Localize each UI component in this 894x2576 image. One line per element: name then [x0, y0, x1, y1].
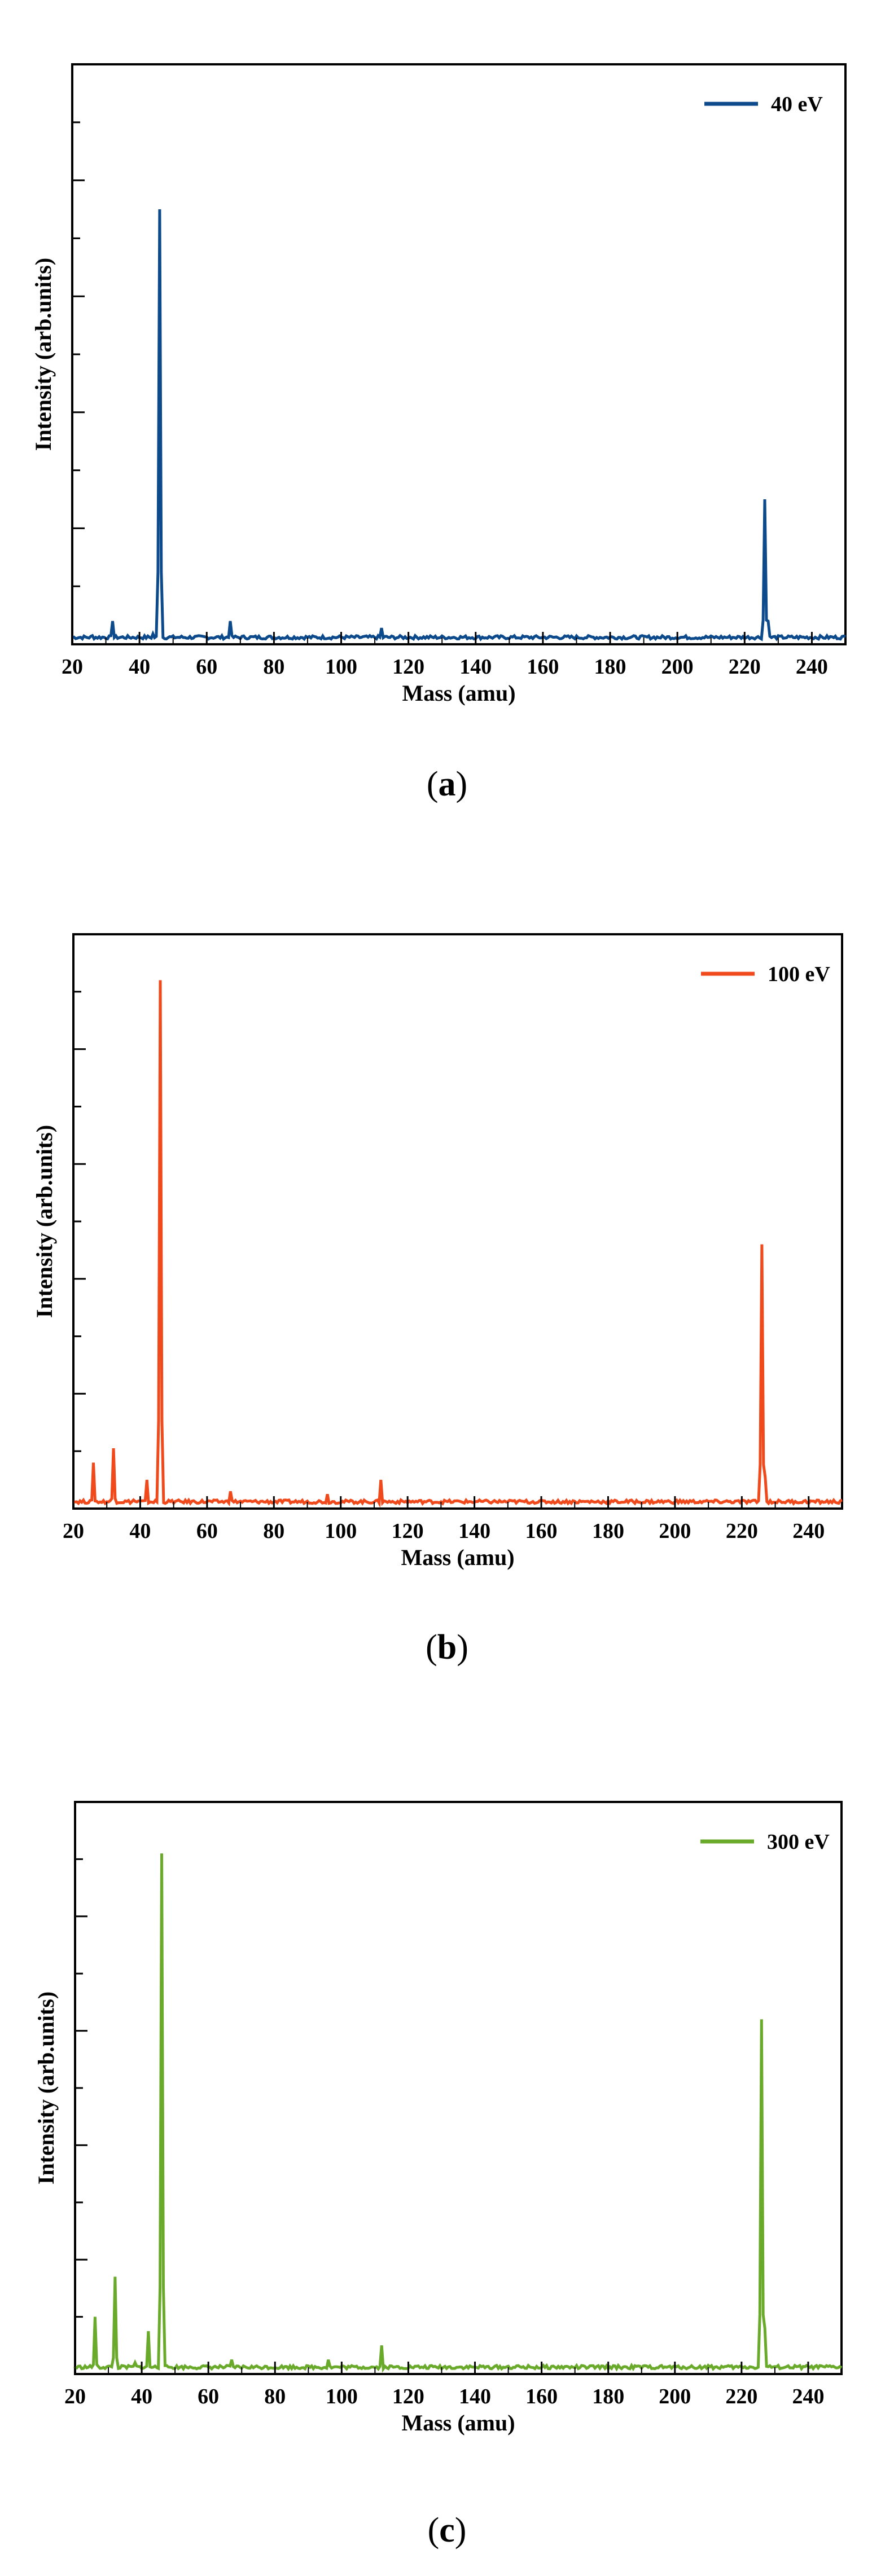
spectrum-chart-c: 20 40 60 80 100 120 140 160 180 200 220 240 Mass (am…	[33, 1801, 843, 2436]
chart-b-xtick-label-160: 160	[525, 1519, 558, 1543]
chart-b-xtick-label-180: 180	[592, 1519, 624, 1543]
chart-a-xtick-label-240: 240	[796, 655, 828, 679]
chart-a-xtick-label-20: 20	[62, 655, 83, 679]
chart-b-xtick-label-140: 140	[458, 1519, 490, 1543]
chart-b-xtick-label-120: 120	[392, 1519, 424, 1543]
chart-c-xtick-label-140: 140	[459, 2385, 491, 2408]
chart-a-xtick-label-220: 220	[729, 655, 761, 679]
chart-b-xtick-label-20: 20	[63, 1519, 84, 1543]
chart-b-legend-label: 100 eV	[768, 962, 830, 986]
chart-a-xtick-label-140: 140	[459, 655, 492, 679]
chart-c-xtick-label-160: 160	[525, 2385, 558, 2408]
chart-a-legend-label: 40 eV	[771, 93, 823, 116]
chart-b-series-line	[73, 980, 843, 1508]
chart-b-y-axis-label: Intensity (arb.units)	[32, 1125, 57, 1318]
chart-b-xtick-label-200: 200	[659, 1519, 691, 1543]
caption-letter-b: b	[437, 1628, 457, 1667]
chart-b-xtick-label-60: 60	[196, 1519, 218, 1543]
chart-c-plot-frame	[74, 1801, 843, 2375]
caption-letter-c: c	[439, 2511, 455, 2549]
chart-c-y-axis-label: Intensity (arb.units)	[33, 1992, 59, 2184]
chart-b-xtick-label-240: 240	[792, 1519, 825, 1543]
panel-a: 20 40 60 80 100 120 140 160 180 200 220 240 Mass (am…	[0, 0, 894, 846]
caption-letter-a: a	[438, 765, 456, 803]
chart-c-series-line	[73, 1853, 843, 2373]
chart-a-x-axis-label: Mass (amu)	[402, 680, 515, 706]
chart-c-xtick-label-240: 240	[792, 2385, 824, 2408]
chart-c-xtick-label-200: 200	[659, 2385, 691, 2408]
chart-a-xtick-label-120: 120	[392, 655, 424, 679]
chart-a-y-axis-label: Intensity (arb.units)	[30, 258, 56, 451]
chart-c-xtick-label-60: 60	[198, 2385, 219, 2408]
chart-b-xtick-label-40: 40	[129, 1519, 151, 1543]
chart-a-xtick-label-60: 60	[196, 655, 217, 679]
chart-c-xtick-label-220: 220	[725, 2385, 757, 2408]
chart-a-plot-frame	[71, 63, 847, 645]
chart-a-xtick-label-100: 100	[325, 655, 357, 679]
chart-b-xtick-label-100: 100	[325, 1519, 357, 1543]
chart-c-legend-label: 300 eV	[767, 1830, 830, 1854]
spectrum-chart-b: 20 40 60 80 100 120 140 160 180 200 220 240 Mass (am…	[32, 933, 843, 1570]
chart-a-xtick-label-200: 200	[661, 655, 694, 679]
chart-c-xtick-label-40: 40	[131, 2385, 152, 2408]
caption-b: (b)	[426, 1628, 468, 1667]
chart-b-xtick-label-220: 220	[726, 1519, 758, 1543]
chart-b-xtick-label-80: 80	[263, 1519, 284, 1543]
chart-c-xtick-label-20: 20	[64, 2385, 86, 2408]
chart-a-xtick-label-40: 40	[129, 655, 150, 679]
chart-c-xtick-label-180: 180	[592, 2385, 624, 2408]
chart-c-xtick-label-120: 120	[392, 2385, 424, 2408]
panel-b: 20 40 60 80 100 120 140 160 180 200 220 240 Mass (am…	[0, 846, 894, 1709]
spectrum-chart-a: 20 40 60 80 100 120 140 160 180 200 220 240 Mass (am…	[30, 63, 847, 706]
chart-a-series-line	[72, 209, 846, 641]
chart-a-xtick-label-80: 80	[263, 655, 284, 679]
chart-c-xtick-label-80: 80	[264, 2385, 286, 2408]
chart-a-xtick-label-180: 180	[594, 655, 626, 679]
chart-c-x-axis-label: Mass (amu)	[401, 2410, 515, 2436]
chart-a-xtick-label-160: 160	[527, 655, 559, 679]
chart-c-xtick-label-100: 100	[326, 2385, 358, 2408]
caption-a: (a)	[426, 765, 468, 803]
chart-b-plot-frame	[72, 933, 843, 1510]
panel-c: 20 40 60 80 100 120 140 160 180 200 220 240 Mass (am…	[0, 1709, 894, 2576]
caption-c: (c)	[427, 2511, 467, 2549]
chart-b-x-axis-label: Mass (amu)	[401, 1545, 514, 1570]
